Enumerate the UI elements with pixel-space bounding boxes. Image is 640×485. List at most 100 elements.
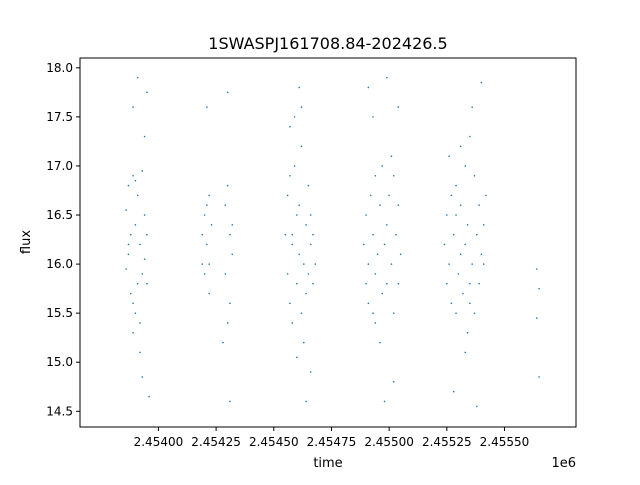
data-point [148, 395, 151, 398]
data-point [464, 351, 467, 354]
x-tick-label: 2.45525 [422, 435, 472, 449]
data-point [379, 204, 381, 207]
data-point [466, 331, 469, 334]
data-point [469, 135, 471, 138]
data-point [381, 292, 384, 295]
data-point [471, 106, 473, 108]
data-point [312, 233, 314, 236]
data-point [226, 322, 229, 324]
data-point [469, 282, 471, 285]
data-point [478, 204, 480, 207]
data-point [289, 302, 291, 305]
data-point [139, 351, 141, 354]
data-point [231, 253, 234, 256]
data-point [455, 214, 457, 216]
data-point [229, 302, 231, 305]
data-point [476, 405, 478, 408]
data-point [535, 317, 538, 319]
x-tick-label: 2.45425 [191, 435, 241, 449]
data-point [284, 233, 287, 236]
data-point [146, 282, 148, 285]
data-point [452, 233, 455, 236]
data-point [459, 204, 462, 207]
plot-area-frame [79, 57, 577, 428]
data-point [367, 86, 370, 89]
data-point [482, 224, 485, 226]
data-point [390, 155, 393, 157]
x-axis-label: time [313, 456, 342, 471]
data-point [446, 214, 448, 216]
data-point [296, 356, 298, 359]
data-point [208, 194, 210, 197]
data-point [466, 224, 469, 226]
data-point [305, 224, 307, 226]
data-point [459, 145, 462, 148]
data-point [293, 165, 296, 167]
data-point [379, 341, 381, 344]
data-point [143, 135, 146, 138]
data-point [392, 174, 395, 177]
y-tick-label: 16.5 [46, 208, 73, 222]
data-point [208, 263, 210, 265]
data-point [298, 204, 300, 207]
y-tick-label: 14.5 [46, 404, 73, 418]
data-point [367, 263, 370, 265]
data-point [203, 214, 206, 216]
data-point [293, 116, 296, 118]
data-point [473, 174, 476, 177]
data-point [134, 179, 137, 182]
data-point [201, 263, 204, 265]
data-point [143, 214, 146, 216]
data-point [305, 292, 307, 295]
data-point [399, 253, 402, 256]
data-point [469, 302, 471, 305]
data-point [372, 116, 374, 118]
x-tick-label: 2.45550 [480, 435, 530, 449]
data-point [224, 273, 227, 275]
data-point [143, 258, 146, 260]
data-point [224, 204, 227, 207]
data-point [132, 174, 134, 177]
data-point [229, 400, 231, 403]
data-point [478, 282, 480, 285]
data-point [125, 268, 127, 270]
data-point [369, 194, 372, 197]
y-tick-label: 16.0 [46, 257, 73, 271]
data-point [457, 273, 460, 275]
data-point [462, 292, 464, 295]
data-point [443, 243, 446, 246]
data-point [291, 243, 294, 246]
data-point [374, 174, 377, 177]
data-point [390, 263, 393, 265]
data-point [296, 214, 298, 216]
data-point [201, 233, 204, 236]
data-point [383, 400, 386, 403]
data-point [455, 184, 457, 187]
data-point [298, 253, 300, 256]
data-point [286, 273, 289, 275]
data-point [459, 253, 462, 256]
data-point [129, 233, 132, 236]
data-point [392, 312, 395, 314]
data-point [450, 194, 453, 197]
data-point [374, 273, 377, 275]
data-point [452, 390, 455, 393]
data-point [300, 145, 303, 148]
data-point [134, 224, 137, 226]
data-point [480, 253, 483, 256]
data-point [392, 381, 395, 383]
data-point [476, 233, 478, 236]
data-point [141, 273, 144, 275]
data-point [146, 233, 148, 236]
x-axis-ticks: 2.45400 2.45425 2.45450 2.45475 2.45500 2.455… [134, 427, 530, 449]
data-point [309, 371, 312, 373]
data-point [482, 263, 485, 265]
y-axis-ticks: 14.5 15.0 15.5 16.0 16.5 17.0 17.5 18.0 [46, 61, 80, 418]
data-point [386, 76, 388, 79]
data-point [203, 273, 206, 275]
y-tick-label: 18.0 [46, 61, 73, 75]
chart-title: 1SWASPJ161708.84-202426.5 [208, 34, 447, 53]
data-point [381, 165, 384, 167]
